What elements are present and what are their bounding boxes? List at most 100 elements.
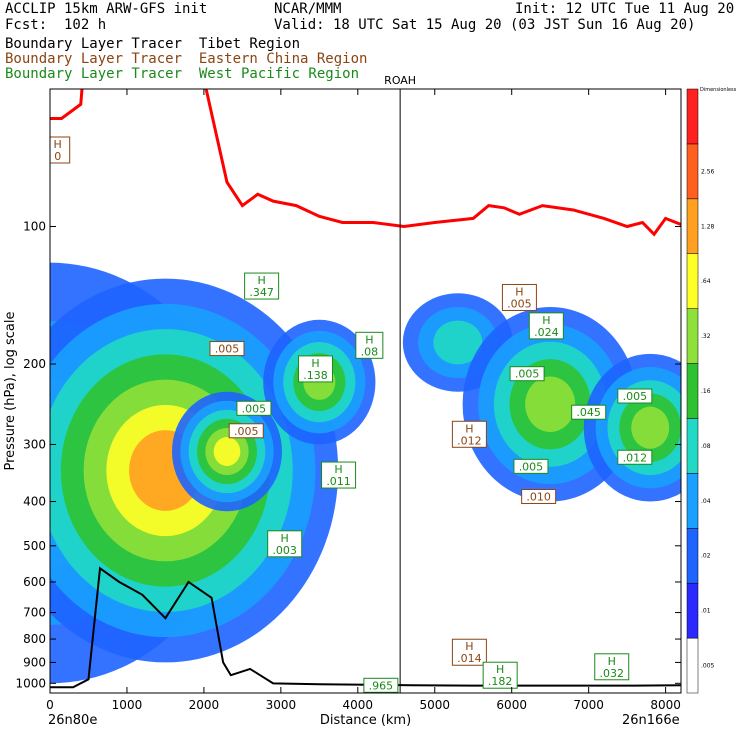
model-title: ACCLIP 15km ARW-GFS init	[5, 1, 208, 17]
maximum-box	[617, 388, 653, 404]
y-tick-label: 800	[23, 632, 46, 646]
maximum-h: H	[542, 314, 550, 327]
maximum-box	[244, 272, 280, 300]
maximum-label: H0	[50, 136, 71, 164]
colorbar-swatch	[686, 473, 699, 529]
maximum-h: H	[54, 138, 62, 151]
legend-tibet: Boundary Layer Tracer Tibet Region	[5, 36, 301, 52]
maximum-box	[50, 136, 71, 164]
maximum-label: .005	[228, 423, 264, 439]
tropopause-line	[50, 89, 681, 237]
colorbar-level-label: 1.28	[701, 223, 715, 230]
colorbar-level-label: .005	[701, 663, 715, 670]
maximum-box	[594, 653, 630, 681]
x-tick-label: 4000	[343, 698, 374, 712]
x-tick-label: 5000	[419, 698, 450, 712]
maximum-h: H	[515, 285, 523, 298]
maximum-label: .005	[236, 400, 272, 416]
maximum-h: H	[496, 663, 504, 676]
maximum-box	[451, 420, 487, 448]
x-tick-label: 0	[46, 698, 54, 712]
maximum-value: .005	[519, 460, 544, 473]
maximum-label: .045	[571, 404, 607, 420]
tibet-tracer-contour	[213, 437, 241, 466]
colorbar-title: Dimensionless	[700, 87, 737, 93]
maximum-box	[501, 283, 537, 311]
x-tick-label: 7000	[573, 698, 604, 712]
y-tick-label: 500	[23, 539, 46, 553]
maximum-h: H	[608, 655, 616, 668]
pacific-tracer-contour	[631, 406, 670, 449]
colorbar-level-label: .16	[701, 388, 711, 395]
maximum-box	[236, 400, 272, 416]
colorbar-level-label: 2.56	[701, 168, 715, 175]
maximum-value: .005	[234, 425, 259, 438]
x-tick-label: 2000	[189, 698, 220, 712]
valid-time: Valid: 18 UTC Sat 15 Aug 20 (03 JST Sun …	[274, 17, 696, 33]
maximum-label: .005	[513, 458, 549, 474]
maximum-label: H.014	[451, 638, 487, 666]
y-tick-label: 300	[23, 437, 46, 451]
colorbar-swatch	[686, 363, 699, 419]
x-axis-label: Distance (km)	[320, 713, 411, 728]
maximum-value: .182	[488, 675, 513, 688]
maximum-h: H	[257, 274, 265, 287]
maximum-value: .005	[215, 343, 240, 356]
maximum-box	[267, 530, 303, 558]
maximum-box	[509, 366, 545, 382]
colorbar-level-label: .01	[701, 608, 711, 615]
maximum-h: H	[311, 357, 319, 370]
maximum-value: .014	[457, 652, 482, 665]
maximum-box	[297, 355, 333, 383]
maximum-box	[321, 461, 357, 489]
y-tick-label: 400	[23, 495, 46, 509]
init-time: Init: 12 UTC Tue 11 Aug 20	[515, 1, 735, 17]
maximum-box	[355, 331, 384, 359]
colorbar-level-label: .64	[701, 278, 711, 285]
maximum-value: .005	[515, 368, 540, 381]
colorbar-swatch	[686, 88, 699, 145]
y-tick-label: 700	[23, 606, 46, 620]
maximum-value: 0	[54, 150, 61, 163]
maximum-box	[521, 489, 557, 505]
terrain-line	[50, 566, 681, 689]
maximum-box	[209, 341, 245, 357]
maximum-label: H.08	[355, 331, 384, 359]
x-tick-label: 3000	[266, 698, 297, 712]
maximum-value: .024	[534, 326, 559, 339]
maximum-h: H	[465, 640, 473, 653]
colorbar-level-label: .04	[701, 498, 711, 505]
maximum-h: H	[365, 333, 373, 346]
x-tick-label: 1000	[112, 698, 143, 712]
maximum-box	[617, 449, 653, 465]
legend-west-pacific: Boundary Layer Tracer West Pacific Regio…	[5, 66, 360, 82]
maximum-label: H.005	[501, 283, 537, 311]
maximum-box	[228, 423, 264, 439]
maximum-label: H.003	[267, 530, 303, 558]
maximum-value: .347	[249, 286, 274, 299]
colorbar-swatch	[686, 582, 699, 639]
maximum-label: .012	[617, 449, 653, 465]
x-tick-label: 6000	[496, 698, 527, 712]
maximum-value: .005	[623, 390, 648, 403]
maximum-label: .005	[209, 341, 245, 357]
maximum-value: .965	[369, 679, 394, 692]
maximum-label: .965	[363, 677, 399, 693]
colorbar-level-label: .32	[701, 333, 711, 340]
maximum-box	[528, 312, 564, 340]
maximum-label: .005	[617, 388, 653, 404]
maximum-label: .010	[521, 489, 557, 505]
center-name: NCAR/MMM	[274, 1, 342, 17]
pacific-tracer-contour	[433, 320, 483, 365]
y-tick-label: 100	[23, 220, 46, 234]
maximum-h: H	[465, 422, 473, 435]
maximum-value: .032	[599, 667, 624, 680]
maximum-box	[363, 677, 399, 693]
maximum-value: .011	[326, 475, 351, 488]
maximum-label: .005	[509, 366, 545, 382]
forecast-hour: Fcst: 102 h	[5, 17, 107, 33]
maximum-box	[513, 458, 549, 474]
maximum-value: .012	[457, 434, 482, 447]
maximum-value: .045	[576, 406, 601, 419]
